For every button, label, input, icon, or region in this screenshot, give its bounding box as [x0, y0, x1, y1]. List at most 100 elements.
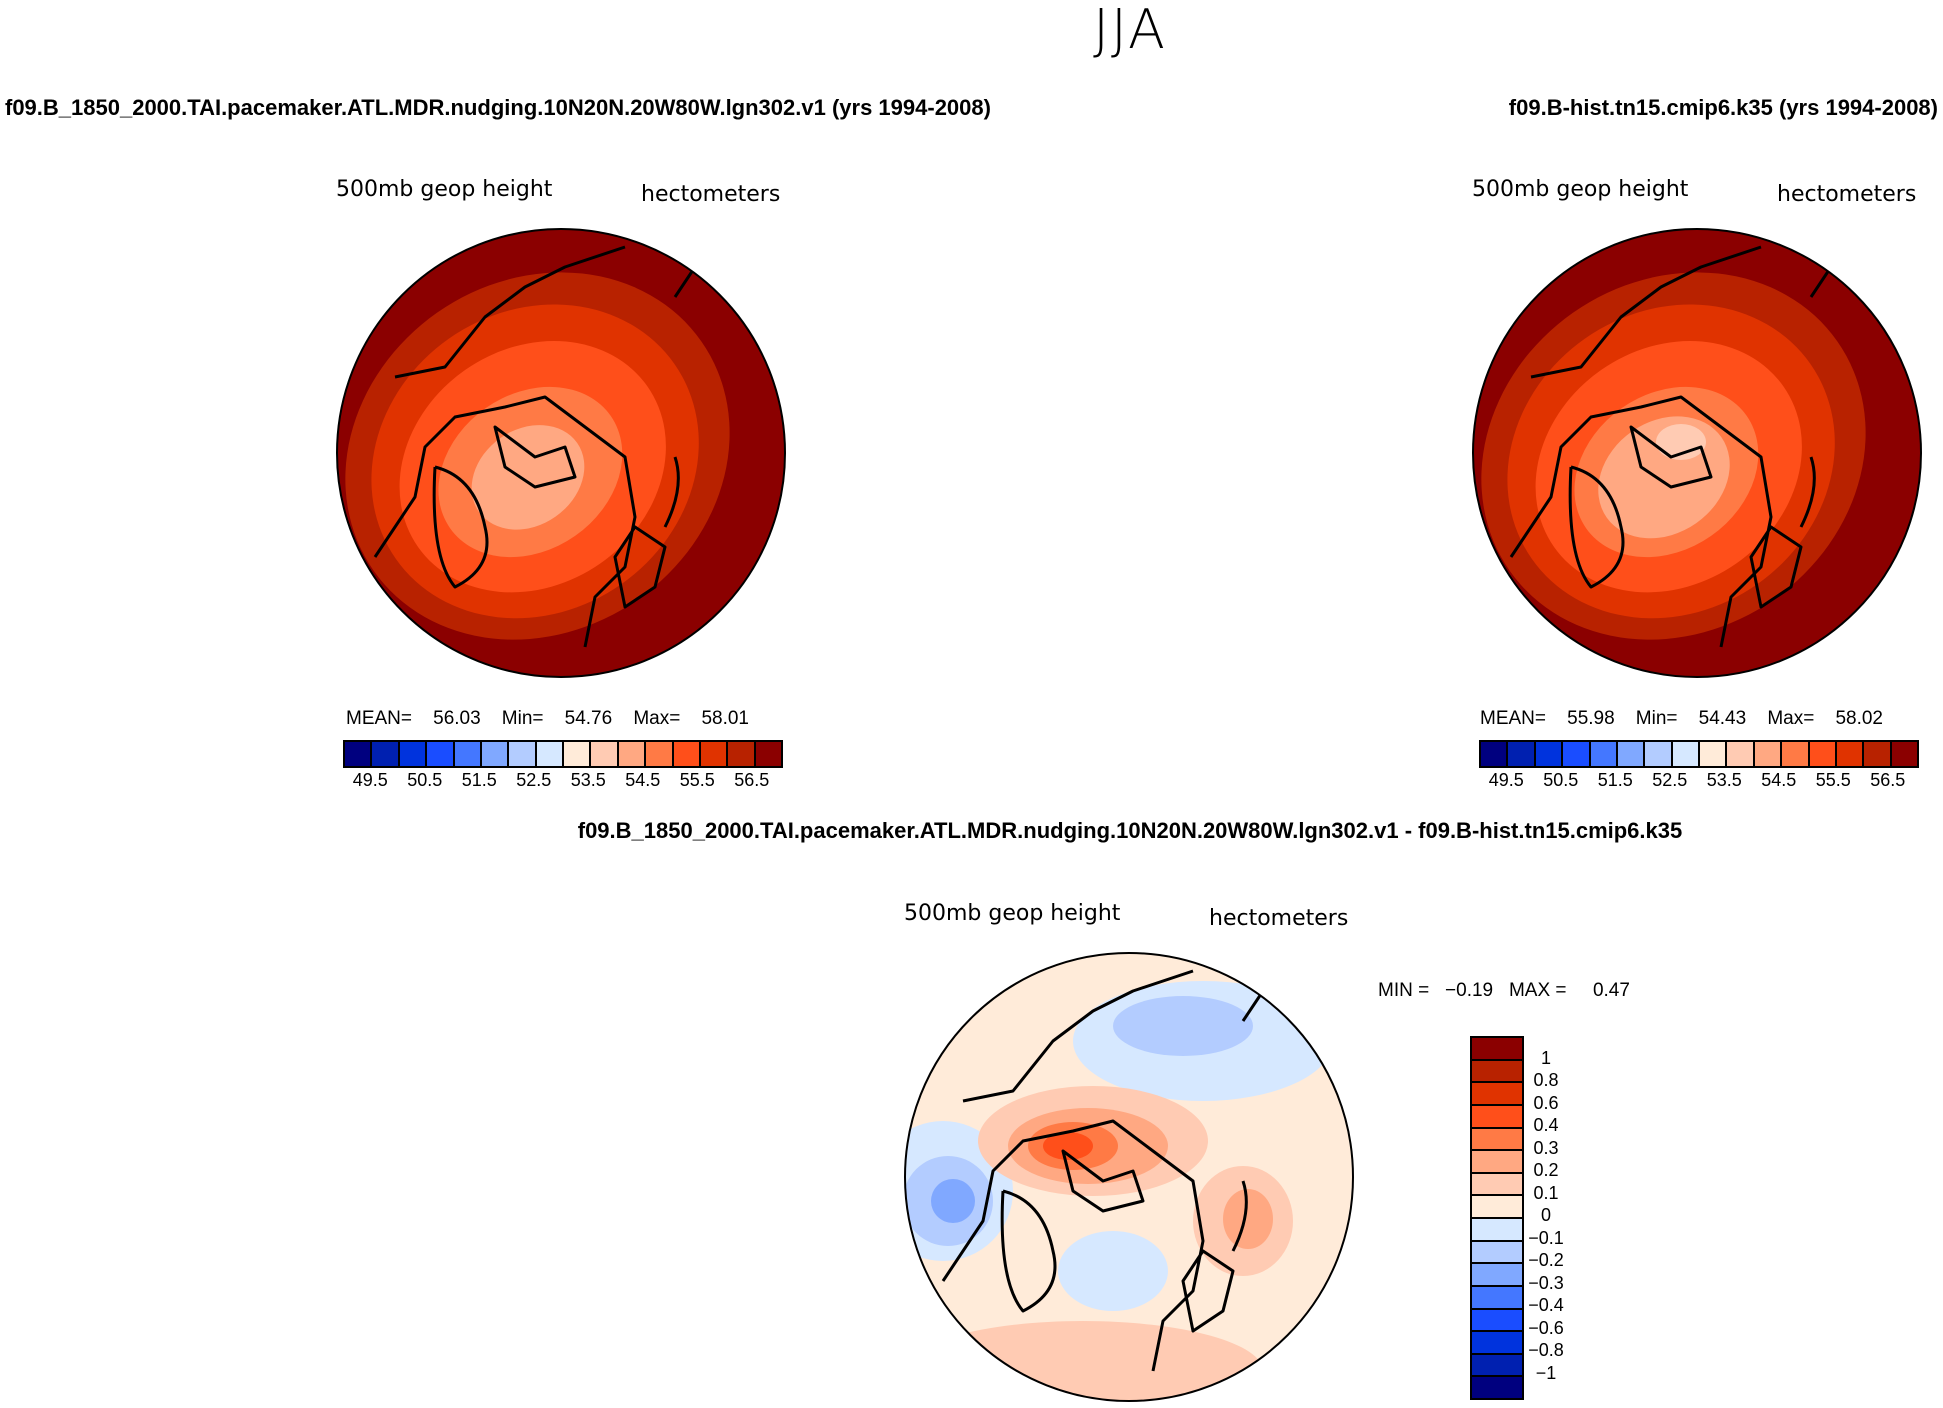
- colorbar-box: [1472, 1219, 1522, 1242]
- colorbar-box: [1563, 742, 1591, 766]
- colorbar-box: [1645, 742, 1673, 766]
- colorbar-box: [1864, 742, 1892, 766]
- colorbar-box: [1472, 1060, 1522, 1084]
- colorbar-box: [1472, 1151, 1522, 1174]
- min-label: MIN =: [1378, 980, 1430, 1001]
- colorbar-box: [1472, 1105, 1522, 1129]
- contour-fill: [1113, 996, 1253, 1056]
- colorbar-tick-label: 50.5: [1543, 770, 1579, 790]
- right-panel-subtitle: f09.B-hist.tn15.cmip6.k35 (yrs 1994-2008…: [1508, 95, 1938, 120]
- colorbar-box: [1836, 742, 1865, 766]
- left-units-label: hectometers: [641, 182, 781, 207]
- colorbar-tick-label: 49.5: [1488, 770, 1524, 790]
- mean-value: 55.98: [1567, 708, 1615, 729]
- colorbar-box: [1891, 742, 1917, 766]
- colorbar-tick-label: 52.5: [1652, 770, 1688, 790]
- colorbar-tick-label: −0.8: [1528, 1340, 1564, 1360]
- colorbar-box: [1472, 1241, 1522, 1265]
- colorbar-box: [1754, 742, 1783, 766]
- colorbar-tick-label: −1: [1535, 1362, 1557, 1383]
- colorbar-box: [1472, 1332, 1522, 1355]
- colorbar-tick-label: 55.5: [1815, 770, 1851, 790]
- colorbar-tick-label: 53.5: [570, 770, 606, 790]
- colorbar-box: [1672, 742, 1700, 766]
- colorbar-box: [1508, 742, 1536, 766]
- contour-fill: [1043, 1132, 1093, 1160]
- figure-title: JJA: [1093, 0, 1167, 61]
- colorbar-box: [345, 742, 373, 766]
- map-border: [1472, 228, 1922, 678]
- colorbar-box: [1782, 742, 1810, 766]
- right-variable-label: 500mb geop height: [1472, 177, 1689, 202]
- colorbar-box: [728, 742, 756, 766]
- left-panel-subtitle: f09.B_1850_2000.TAI.pacemaker.ATL.MDR.nu…: [5, 95, 991, 120]
- colorbar-box: [1472, 1083, 1522, 1106]
- colorbar-box: [454, 742, 482, 766]
- colorbar-box: [481, 742, 510, 766]
- colorbar-box: [1472, 1264, 1522, 1287]
- colorbar-tick-label: 56.5: [1870, 770, 1906, 790]
- left-polar-map: [336, 228, 786, 678]
- min-label: Min=: [1635, 708, 1678, 729]
- colorbar-box: [1472, 1309, 1522, 1333]
- colorbar-box: [673, 742, 701, 766]
- coastline: [941, 969, 1284, 1372]
- right-units-label: hectometers: [1777, 182, 1917, 207]
- colorbar-tick-label: −0.1: [1528, 1227, 1564, 1248]
- diff-variable-label: 500mb geop height: [904, 901, 1121, 926]
- left-variable-label: 500mb geop height: [336, 177, 553, 202]
- diff-panel-subtitle: f09.B_1850_2000.TAI.pacemaker.ATL.MDR.nu…: [577, 818, 1683, 843]
- colorbar-tick-label: 1: [1540, 1047, 1551, 1068]
- max-label: Max=: [1767, 708, 1815, 729]
- right-colorbar: [1479, 740, 1919, 768]
- colorbar-box: [618, 742, 647, 766]
- colorbar-tick-label: 49.5: [352, 770, 388, 790]
- colorbar-box: [591, 742, 619, 766]
- max-value: 58.02: [1835, 708, 1883, 729]
- colorbar-tick-label: 52.5: [516, 770, 552, 790]
- max-value: 58.01: [701, 708, 749, 729]
- colorbar-box: [427, 742, 455, 766]
- colorbar-tick-label: 51.5: [1597, 770, 1633, 790]
- colorbar-box: [1472, 1196, 1522, 1219]
- colorbar-box: [1535, 742, 1564, 766]
- colorbar-tick-label: 0.8: [1533, 1070, 1559, 1090]
- right-polar-map: [1472, 228, 1922, 678]
- colorbar-tick-label: 51.5: [461, 770, 497, 790]
- min-value: 54.43: [1698, 708, 1747, 729]
- colorbar-box: [700, 742, 729, 766]
- colorbar-box: [1590, 742, 1618, 766]
- colorbar-box: [755, 742, 781, 766]
- colorbar-box: [646, 742, 674, 766]
- colorbar-tick-label: 50.5: [407, 770, 443, 790]
- colorbar-box: [509, 742, 537, 766]
- colorbar-tick-label: 0.1: [1533, 1182, 1559, 1203]
- colorbar-box: [1472, 1377, 1522, 1398]
- coastline: [373, 245, 716, 648]
- mean-value: 56.03: [433, 708, 481, 729]
- colorbar-box: [564, 742, 592, 766]
- colorbar-box: [1727, 742, 1755, 766]
- colorbar-box: [1700, 742, 1728, 766]
- colorbar-tick-label: 0.3: [1533, 1137, 1559, 1158]
- map-border: [336, 228, 786, 678]
- colorbar-tick-label: −0.4: [1528, 1295, 1564, 1315]
- mean-label: MEAN=: [346, 708, 412, 729]
- diff-units-label: hectometers: [1209, 906, 1349, 931]
- colorbar-box: [1472, 1173, 1522, 1197]
- max-label: MAX =: [1508, 980, 1567, 1001]
- colorbar-tick-label: 0: [1540, 1205, 1551, 1225]
- colorbar-box: [1617, 742, 1646, 766]
- diff-polar-map: [904, 952, 1354, 1402]
- colorbar-box: [536, 742, 564, 766]
- colorbar-tick-label: −0.2: [1528, 1250, 1564, 1270]
- contour-fill: [1223, 1189, 1273, 1249]
- colorbar-tick-label: 56.5: [734, 770, 770, 790]
- colorbar-tick-label: 0.6: [1533, 1092, 1559, 1113]
- min-value: 54.76: [564, 708, 613, 729]
- colorbar-tick-label: 55.5: [679, 770, 715, 790]
- colorbar-box: [1472, 1286, 1522, 1310]
- diff-colorbar: [1470, 1036, 1524, 1400]
- min-value: −0.19: [1445, 980, 1494, 1001]
